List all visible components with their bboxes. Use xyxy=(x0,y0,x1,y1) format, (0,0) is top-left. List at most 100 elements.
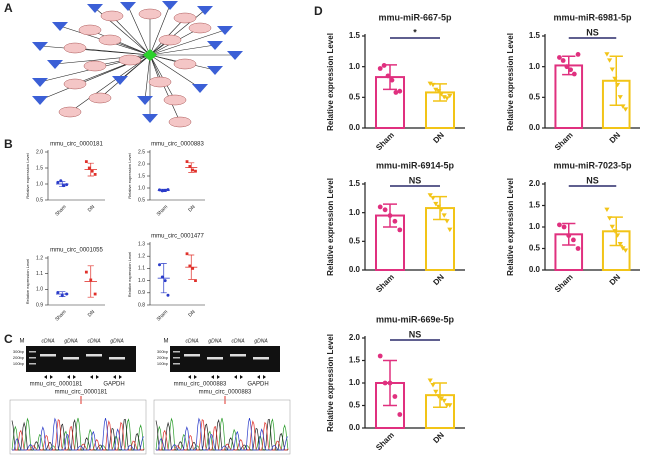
circ-node xyxy=(168,116,192,128)
point xyxy=(59,179,63,183)
marker-label: 300bp xyxy=(13,349,25,354)
chromatogram xyxy=(12,417,145,451)
marker-label: 100bp xyxy=(157,361,169,366)
point xyxy=(427,81,433,87)
chart-title: mmu-miR-667-5p xyxy=(378,12,452,22)
x-tick-label: DN xyxy=(431,130,446,145)
point xyxy=(194,279,197,282)
point xyxy=(566,233,572,239)
mirna-node xyxy=(217,26,233,35)
lane-label: gDNA xyxy=(208,338,222,344)
x-tick-label: DN xyxy=(87,309,97,319)
ladder xyxy=(29,351,36,353)
circ-node xyxy=(163,94,187,106)
point xyxy=(389,77,395,83)
lane-label: gDNA xyxy=(64,338,78,344)
band xyxy=(63,357,79,360)
point xyxy=(444,219,450,224)
point xyxy=(617,95,623,100)
y-axis-label: Relative expression Level xyxy=(326,178,335,276)
y-tick-label: 0.0 xyxy=(349,423,361,432)
x-tick-label: Sham xyxy=(374,273,396,295)
circ-node xyxy=(58,106,82,118)
lane-label: gDNA xyxy=(110,338,124,344)
significance-label: NS xyxy=(409,175,422,185)
significance-label: NS xyxy=(586,27,599,37)
point xyxy=(561,224,567,230)
y-tick-label: 0.5 xyxy=(138,197,145,203)
y-tick-label: 1.0 xyxy=(36,181,43,187)
y-tick-label: 1.0 xyxy=(529,62,541,71)
lane-arrow xyxy=(211,375,220,379)
point xyxy=(617,242,623,247)
point xyxy=(381,63,387,68)
lane-arrow xyxy=(90,375,99,379)
y-tick-label: 0.5 xyxy=(349,236,361,245)
point xyxy=(377,204,383,210)
y-tick-label: 1.3 xyxy=(138,241,145,247)
mirna-node xyxy=(52,22,68,31)
y-axis-label: Relative expression Level xyxy=(326,33,335,131)
point xyxy=(392,218,398,224)
point xyxy=(160,189,164,193)
point xyxy=(607,58,613,63)
point xyxy=(387,380,393,386)
point xyxy=(436,89,442,94)
band xyxy=(184,354,200,357)
y-tick-label: 0.5 xyxy=(529,92,541,101)
mirna-node xyxy=(162,1,178,10)
y-tick-label: 1.2 xyxy=(138,254,145,260)
point xyxy=(90,169,94,173)
edge xyxy=(69,54,151,113)
network xyxy=(32,1,243,128)
y-tick-label: 0.5 xyxy=(36,197,43,203)
point xyxy=(185,160,189,163)
circ-node xyxy=(138,8,162,20)
x-tick-label: DN xyxy=(431,430,446,445)
point xyxy=(191,267,195,270)
y-tick-label: 1.0 xyxy=(349,62,361,71)
y-axis-label: Relative expression Level xyxy=(25,153,30,199)
lane-arrow xyxy=(188,375,197,379)
point xyxy=(166,188,170,192)
point xyxy=(571,71,577,77)
circ-node xyxy=(88,92,112,104)
point xyxy=(188,165,192,168)
y-tick-label: 1.0 xyxy=(36,287,43,293)
x-tick-label: Sham xyxy=(54,309,67,322)
point xyxy=(185,252,189,256)
point xyxy=(433,87,439,93)
y-tick-label: 2.0 xyxy=(138,161,145,167)
circ-node xyxy=(63,42,87,54)
y-tick-label: 2.0 xyxy=(529,179,541,188)
point xyxy=(87,166,91,170)
panel-label: B xyxy=(4,137,13,151)
point xyxy=(444,96,450,101)
chromatogram-frame xyxy=(153,399,291,455)
edge xyxy=(149,4,171,56)
point xyxy=(441,95,447,100)
point xyxy=(609,224,615,230)
circ-node xyxy=(158,34,182,46)
ladder xyxy=(29,357,36,359)
chart-title: mmu_circ_0000883 xyxy=(151,142,204,148)
point xyxy=(430,196,436,201)
y-tick-label: 1.5 xyxy=(529,31,541,40)
circ-node xyxy=(98,34,122,46)
point xyxy=(397,88,403,94)
point xyxy=(194,169,197,173)
mirna-node xyxy=(32,42,48,51)
lane-arrow xyxy=(257,375,266,379)
x-tick-label: Sham xyxy=(156,309,169,322)
point xyxy=(56,290,60,294)
point xyxy=(65,292,69,296)
chart-title: mmu_circ_0001477 xyxy=(151,234,204,240)
edge xyxy=(149,29,226,56)
y-tick-label: 1.2 xyxy=(36,255,43,261)
point xyxy=(158,263,162,267)
point xyxy=(441,398,447,404)
band xyxy=(207,357,223,360)
point xyxy=(447,403,453,408)
point xyxy=(620,104,626,109)
marker-label: 200bp xyxy=(157,355,169,360)
